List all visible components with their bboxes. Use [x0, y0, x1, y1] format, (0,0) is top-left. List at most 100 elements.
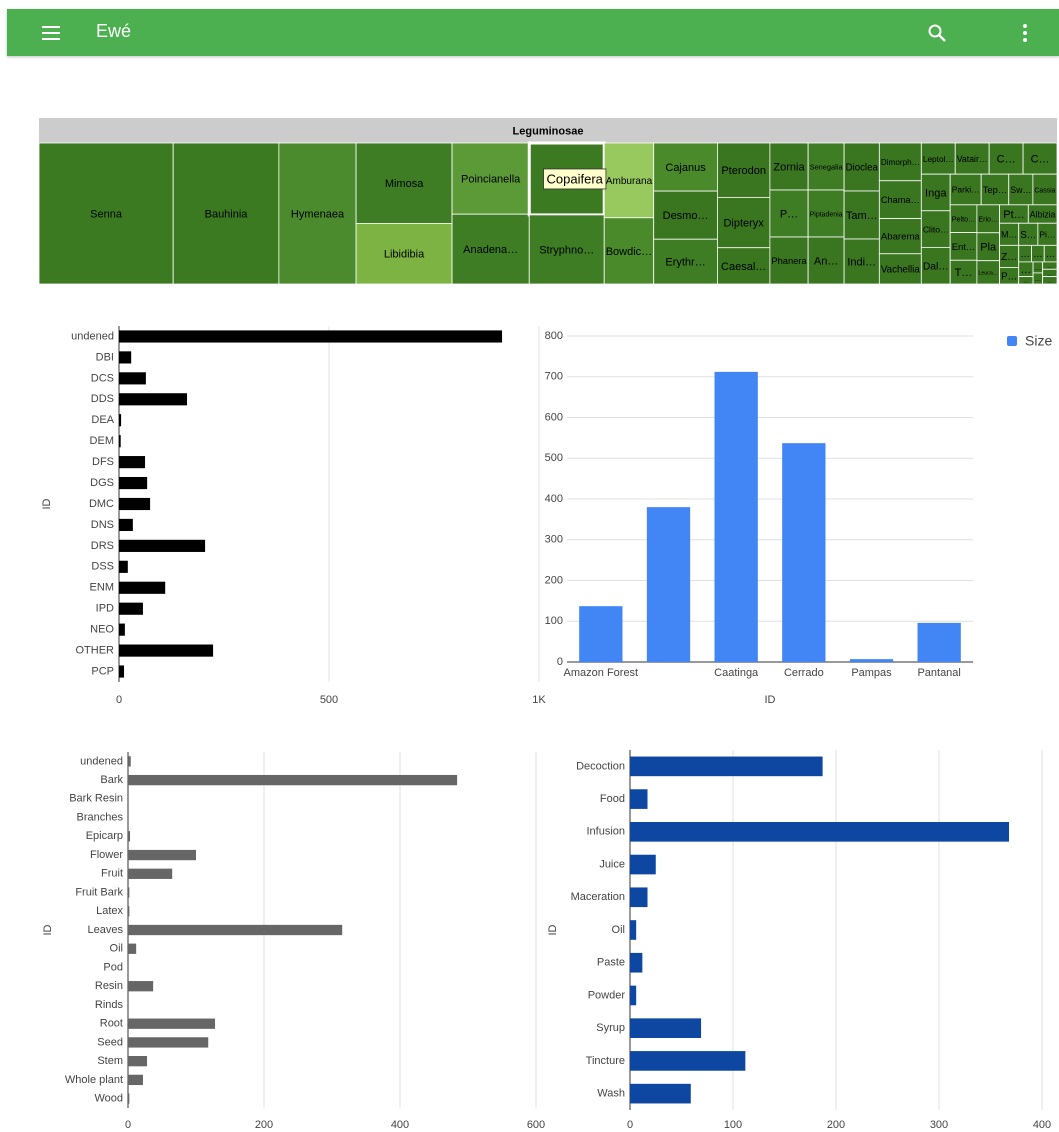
- treemap-label: Parki…: [952, 185, 980, 195]
- treemap-label: Vachellia: [881, 264, 920, 275]
- y-axis-title: ID: [41, 498, 53, 509]
- treemap-label: Clito…: [923, 224, 949, 234]
- bar: [128, 1056, 148, 1067]
- treemap-label: Leuca…: [978, 271, 998, 277]
- bar: [714, 371, 758, 662]
- treemap-label: P…: [1001, 271, 1017, 282]
- bar: [119, 372, 146, 385]
- bar: [128, 981, 154, 992]
- bar: [128, 1018, 216, 1029]
- x-tick-label: Amazon Forest: [564, 667, 639, 679]
- y-tick-label: Syrup: [596, 1022, 625, 1034]
- app-bar: Ewé: [7, 9, 1059, 56]
- treemap-label: Abarema: [881, 232, 921, 243]
- treemap-label: Erio…: [978, 216, 998, 224]
- bar: [128, 868, 173, 879]
- bar: [128, 1037, 209, 1048]
- treemap-cell: [920, 173, 951, 212]
- y-tick-label: undened: [71, 330, 114, 342]
- y-tick-label: Stem: [97, 1055, 123, 1067]
- y-tick-label: Maceration: [571, 891, 625, 903]
- menu-icon[interactable]: [39, 21, 63, 45]
- y-tick-label: NEO: [90, 624, 114, 636]
- x-axis-title: ID: [765, 694, 776, 706]
- treemap-cell: [1042, 276, 1058, 285]
- x-tick-label: 0: [125, 1119, 131, 1131]
- treemap-title: Leguminosae: [513, 125, 584, 137]
- y-tick-label: OTHER: [76, 644, 115, 656]
- treemap-cell: [1022, 142, 1058, 175]
- treemap-cell: [717, 142, 771, 198]
- treemap-cell: [528, 214, 605, 285]
- x-tick-label: Pampas: [851, 667, 892, 679]
- treemap-label: S…: [1020, 230, 1036, 241]
- y-tick-label: Rinds: [95, 999, 124, 1011]
- treemap-label: Anadena…: [463, 244, 518, 256]
- bar: [119, 602, 143, 615]
- tooltip-box: [543, 168, 607, 190]
- treemap-label: Pla: [980, 242, 997, 254]
- treemap-label: Caesal…: [721, 261, 766, 273]
- y-tick-label: Flower: [90, 849, 123, 861]
- bar: [128, 756, 131, 767]
- treemap-cell: [717, 247, 771, 285]
- y-tick-label: DEA: [91, 414, 114, 426]
- bar: [917, 622, 961, 662]
- treemap-label: Dal…: [923, 261, 949, 272]
- app-title: Ewé: [96, 21, 132, 41]
- treemap-cell: [653, 238, 718, 285]
- bar: [119, 665, 125, 678]
- bar: [630, 789, 648, 809]
- bar: [119, 497, 151, 511]
- y-tick-label: DEM: [90, 435, 114, 447]
- y-tick-label: Food: [600, 793, 625, 805]
- treemap-label: …: [1047, 264, 1052, 270]
- bar: [630, 920, 637, 940]
- bar: [630, 822, 1010, 842]
- search-icon[interactable]: [925, 21, 949, 45]
- treemap-cell: [878, 253, 922, 285]
- bar: [128, 774, 458, 786]
- y-tick-label: DRS: [91, 540, 114, 552]
- y-tick-label: Fruit: [101, 868, 123, 880]
- treemap-cell: [653, 142, 718, 192]
- treemap-label: Chama…: [881, 195, 920, 205]
- treemap-cell: [807, 142, 845, 191]
- bar: [128, 943, 137, 954]
- x-tick-label: Caatinga: [714, 667, 759, 679]
- y-tick-label: DGS: [90, 477, 114, 489]
- treemap-label: Piptadenia: [810, 211, 843, 218]
- bar: [119, 476, 148, 490]
- more-icon[interactable]: [1013, 21, 1037, 45]
- y-tick-label: 400: [545, 493, 563, 505]
- treemap-cell: [603, 142, 655, 219]
- y-tick-label: 0: [557, 656, 563, 668]
- treemap-label: Pt…: [1003, 209, 1024, 221]
- y-tick-label: Bark Resin: [69, 793, 123, 805]
- treemap-label: Erythr…: [665, 257, 705, 269]
- bar: [630, 1083, 691, 1104]
- y-tick-label: ENM: [90, 582, 114, 594]
- y-tick-label: DBI: [96, 351, 114, 363]
- y-tick-label: 300: [545, 534, 563, 546]
- y-tick-label: Tincture: [586, 1055, 625, 1067]
- legend-label: Size: [1025, 333, 1052, 349]
- y-tick-label: Seed: [97, 1036, 123, 1048]
- bar: [119, 435, 121, 448]
- y-tick-label: Wash: [597, 1088, 625, 1100]
- y-tick-label: Oil: [110, 943, 123, 955]
- y-tick-label: Epicarp: [86, 830, 123, 842]
- bar: [128, 887, 130, 898]
- y-tick-label: 800: [545, 330, 563, 342]
- x-tick-label: 100: [724, 1119, 742, 1131]
- treemap-label: An…: [814, 255, 838, 267]
- y-tick-label: Juice: [599, 858, 625, 870]
- y-axis-title: ID: [547, 924, 559, 935]
- y-tick-label: Fruit Bark: [75, 886, 123, 898]
- y-tick-label: DNS: [91, 519, 114, 531]
- bar: [119, 414, 122, 427]
- y-tick-label: Resin: [95, 980, 123, 992]
- bar: [119, 351, 132, 364]
- treemap-label: C…: [997, 153, 1016, 165]
- treemap-label: …: [1033, 249, 1043, 260]
